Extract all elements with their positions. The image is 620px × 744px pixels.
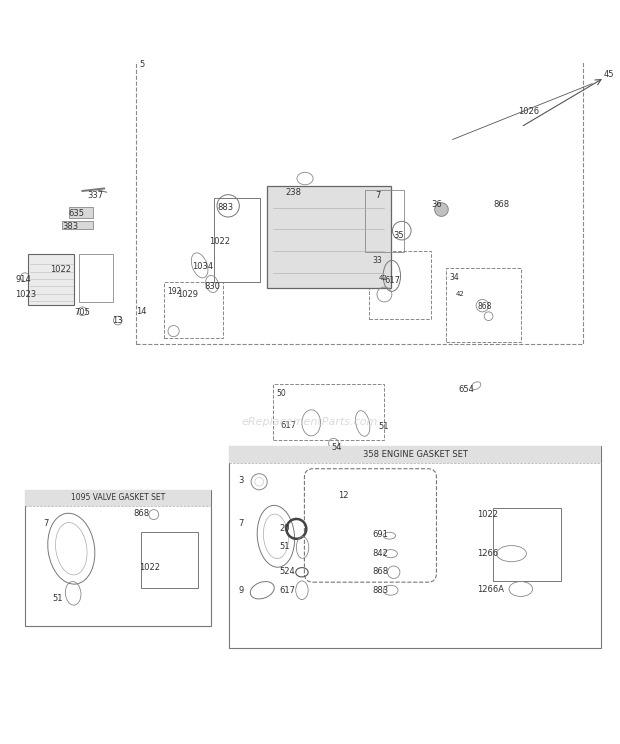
Bar	[446, 268, 521, 342]
Text: 20: 20	[279, 524, 290, 533]
Text: 868: 868	[133, 509, 149, 518]
Text: 1023: 1023	[16, 290, 37, 299]
Text: 14: 14	[136, 307, 147, 315]
Text: 883: 883	[372, 586, 388, 594]
Text: 617: 617	[281, 421, 297, 431]
Text: 1022: 1022	[140, 562, 161, 572]
Text: 36: 36	[431, 200, 441, 209]
Text: 1022: 1022	[210, 237, 231, 246]
Bar	[493, 507, 561, 581]
Text: 192: 192	[167, 287, 182, 296]
Text: 635: 635	[68, 209, 84, 219]
Text: 33: 33	[372, 256, 382, 265]
Text: 13: 13	[112, 316, 122, 325]
Bar	[141, 532, 198, 588]
Text: 830: 830	[205, 282, 221, 291]
Text: 3: 3	[239, 476, 244, 485]
Text: 383: 383	[62, 222, 78, 231]
Text: 7: 7	[375, 190, 381, 200]
Text: 50: 50	[276, 389, 286, 398]
Text: 883: 883	[217, 203, 233, 212]
Text: 654: 654	[459, 385, 475, 394]
Text: 617: 617	[279, 586, 295, 594]
Text: 1266: 1266	[477, 548, 498, 557]
Bar	[25, 490, 211, 626]
Text: 705: 705	[74, 308, 91, 317]
Text: 54: 54	[332, 443, 342, 452]
Text: 337: 337	[87, 190, 103, 200]
Text: 691: 691	[372, 530, 388, 539]
Bar	[369, 251, 431, 319]
Text: 12: 12	[338, 492, 348, 501]
Text: 1095 VALVE GASKET SET: 1095 VALVE GASKET SET	[71, 493, 165, 502]
Text: 868: 868	[477, 302, 492, 311]
Bar	[69, 207, 93, 218]
Text: 1266A: 1266A	[477, 585, 505, 594]
Bar	[273, 385, 384, 440]
Text: 7: 7	[239, 519, 244, 528]
Text: 34: 34	[450, 273, 459, 282]
Text: 524: 524	[279, 567, 294, 576]
Text: 51: 51	[53, 594, 63, 603]
Bar	[79, 254, 113, 302]
Bar	[267, 186, 391, 288]
Bar	[229, 446, 601, 463]
Text: 7: 7	[43, 519, 49, 528]
Text: 617: 617	[384, 276, 401, 285]
Text: 9: 9	[239, 586, 244, 594]
Text: 1026: 1026	[518, 107, 539, 116]
Text: 1034: 1034	[192, 262, 213, 271]
Text: 42: 42	[378, 275, 387, 280]
Text: 45: 45	[603, 71, 614, 80]
Text: eReplacementParts.com: eReplacementParts.com	[242, 417, 378, 426]
Bar	[229, 446, 601, 648]
Bar	[28, 254, 74, 305]
Bar	[365, 190, 404, 252]
Text: 868: 868	[493, 200, 509, 209]
Bar	[164, 282, 223, 338]
Text: 238: 238	[285, 187, 301, 196]
Bar	[25, 490, 211, 506]
Text: 42: 42	[456, 292, 464, 298]
Text: 868: 868	[372, 567, 388, 576]
Text: 358 ENGINE GASKET SET: 358 ENGINE GASKET SET	[363, 450, 468, 459]
Text: 1022: 1022	[50, 265, 71, 275]
Text: 914: 914	[16, 275, 31, 283]
Bar	[62, 222, 93, 229]
Text: 51: 51	[279, 542, 290, 551]
Text: 51: 51	[378, 422, 389, 431]
Text: 35: 35	[394, 231, 404, 240]
Bar	[214, 199, 260, 282]
Circle shape	[435, 202, 448, 217]
Text: 842: 842	[372, 548, 388, 557]
Text: 5: 5	[140, 60, 144, 69]
Text: 1022: 1022	[477, 510, 498, 519]
Text: 1029: 1029	[177, 290, 198, 299]
Bar	[136, 53, 583, 344]
